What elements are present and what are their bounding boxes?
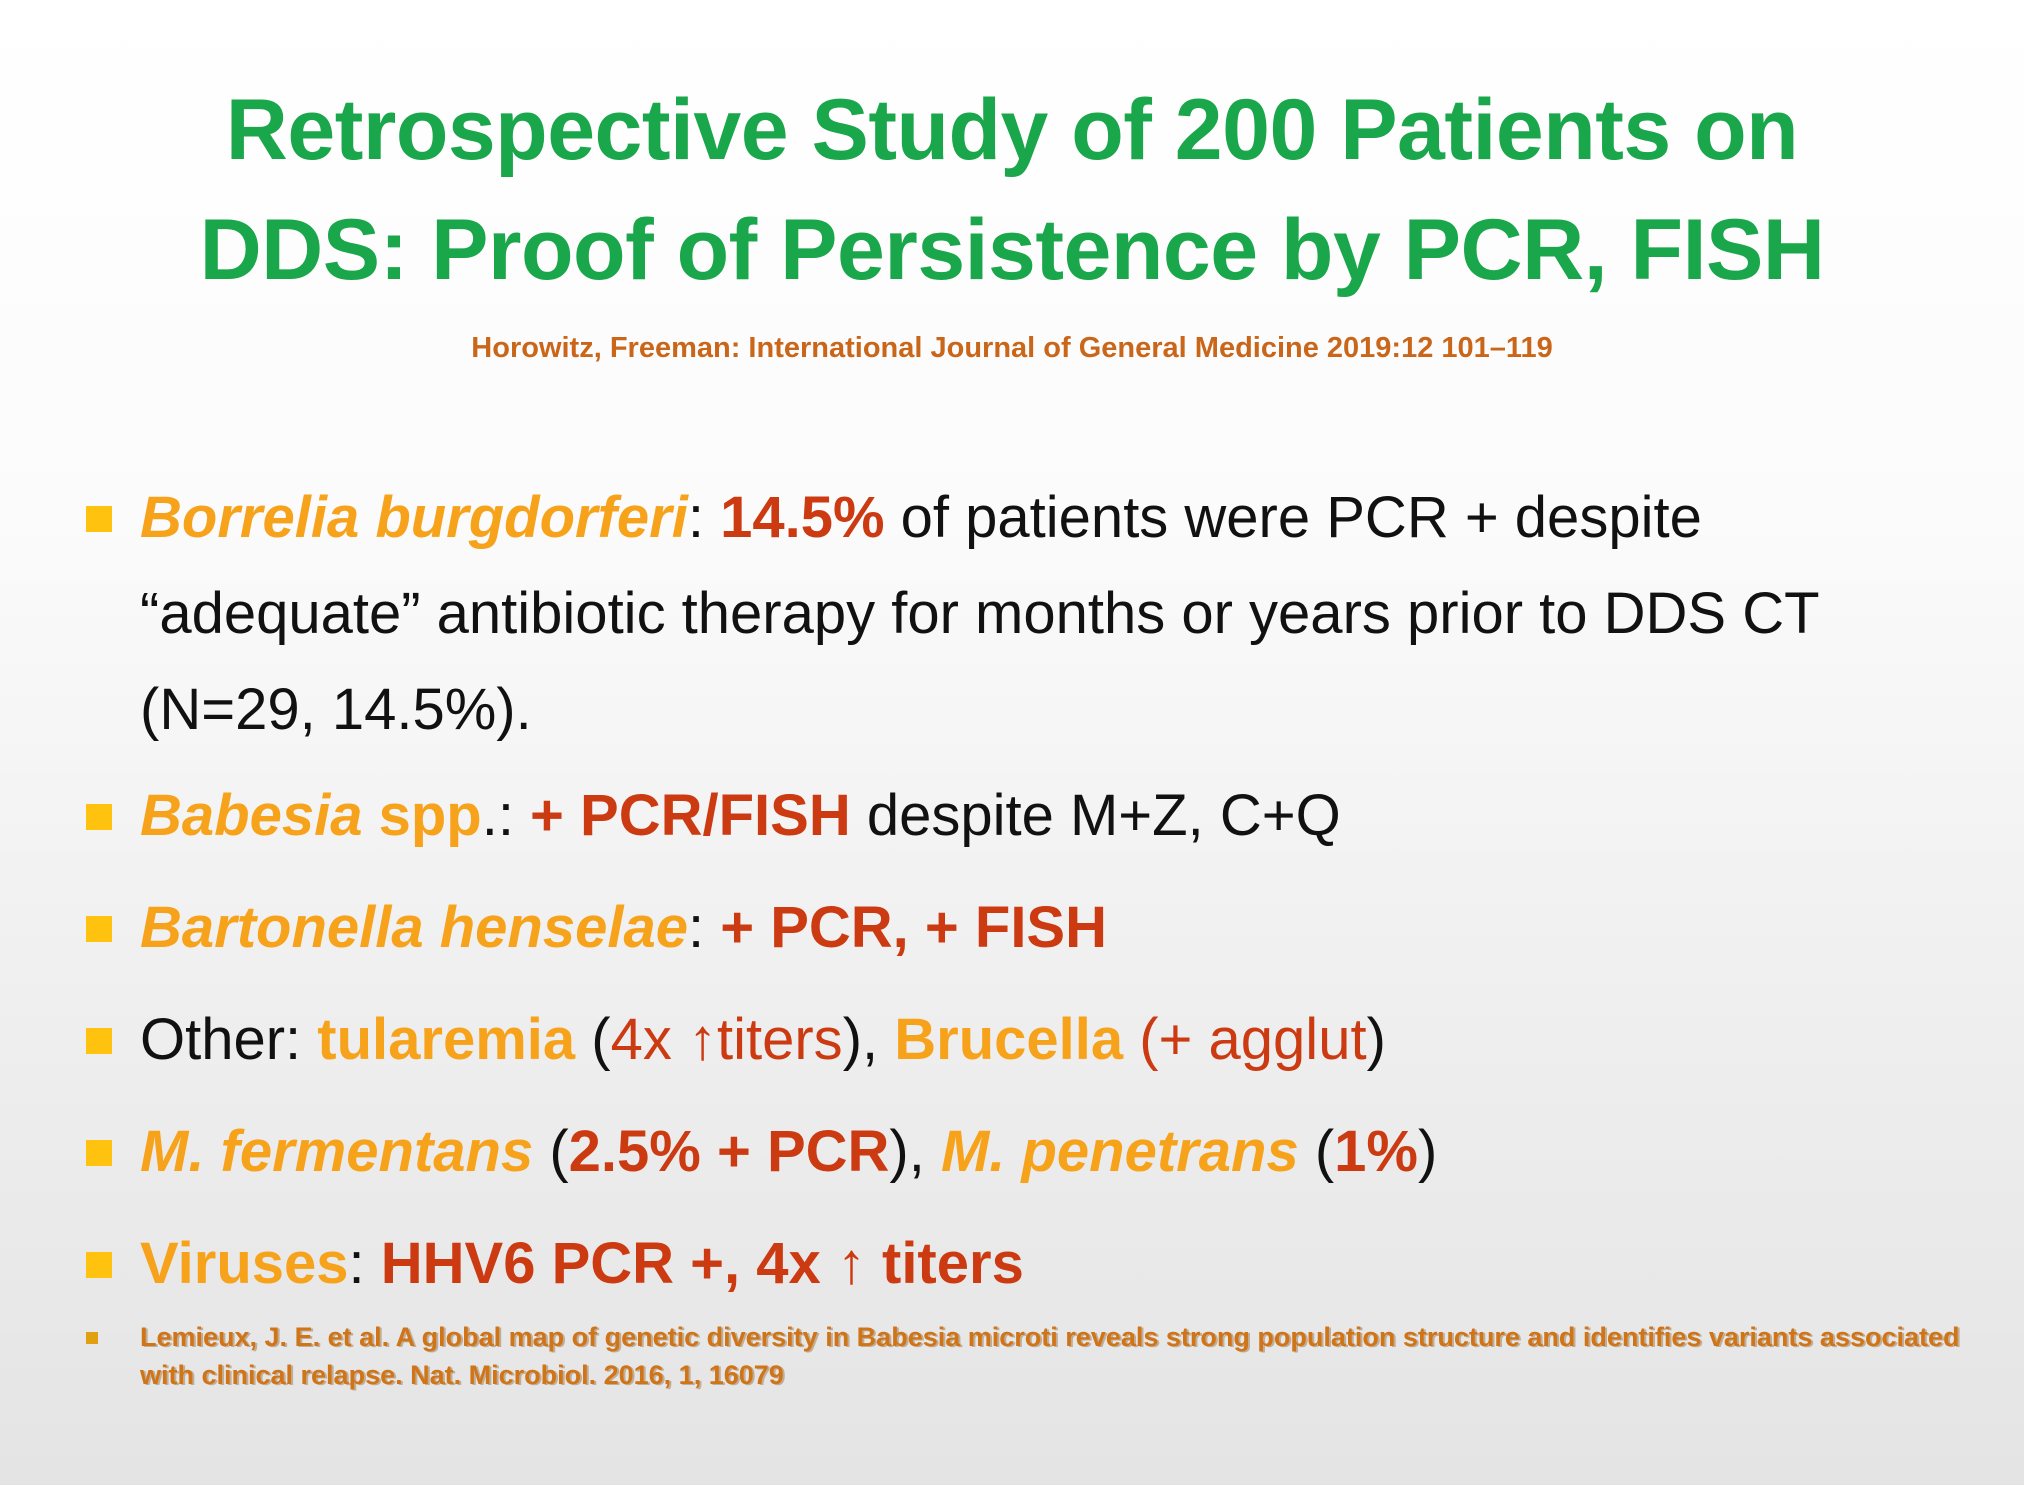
bullet-babesia: Babesia spp.: + PCR/FISH despite M+Z, C+… [86, 768, 1966, 864]
organism-name: Bartonella henselae [140, 895, 688, 960]
test-result: + PCR/FISH [530, 783, 851, 848]
percent-value: 14.5% [720, 485, 885, 550]
bullet-text: despite M+Z, C+Q [850, 783, 1341, 848]
other-label: Other: [140, 1007, 318, 1072]
slide-title: Retrospective Study of 200 Patients on D… [60, 70, 1964, 310]
test-result: + PCR, + FISH [720, 895, 1108, 960]
bullet-text: of patients were PCR + despite “adequate… [140, 485, 1819, 742]
penetrans-result: 1% [1334, 1119, 1418, 1184]
paren-open-2: ( [1298, 1119, 1335, 1184]
bullet-bartonella: Bartonella henselae: + PCR, + FISH [86, 880, 1966, 976]
paren-open: ( [575, 1007, 611, 1072]
bullet-borrelia: Borrelia burgdorferi: 14.5% of patients … [86, 470, 1966, 758]
reference-text: Lemieux, J. E. et al. A global map of ge… [140, 1322, 1960, 1390]
reference-note: Lemieux, J. E. et al. A global map of ge… [86, 1318, 1980, 1394]
viruses-label: Viruses [140, 1231, 349, 1296]
square-bullet-icon [86, 916, 112, 942]
organism-name: Babesia [140, 783, 363, 848]
bullet-mycoplasma: M. fermentans (2.5% + PCR), M. penetrans… [86, 1104, 1966, 1200]
bullet-viruses: Viruses: HHV6 PCR +, 4x ↑ titers [86, 1216, 1966, 1312]
virus-result: HHV6 PCR +, 4x ↑ titers [380, 1231, 1024, 1296]
paren-end: ) [1366, 1007, 1386, 1072]
fermentans-result: 2.5% + PCR [568, 1119, 890, 1184]
agglut: (+ agglut [1123, 1007, 1367, 1072]
square-bullet-icon [86, 1028, 112, 1054]
title-line-1: Retrospective Study of 200 Patients on [225, 82, 1799, 178]
paren-open: ( [533, 1119, 569, 1184]
titers: 4x ↑titers [610, 1007, 843, 1072]
tularemia: tularemia [317, 1007, 576, 1072]
m-penetrans: M. penetrans [940, 1119, 1299, 1184]
colon: : [687, 485, 721, 550]
m-fermentans: M. fermentans [140, 1119, 534, 1184]
organism-spp: spp [362, 783, 482, 848]
paren-close: ), [842, 1007, 895, 1072]
square-bullet-icon [86, 1252, 112, 1278]
title-line-2: DDS: Proof of Persistence by PCR, FISH [199, 202, 1825, 298]
square-bullet-icon [86, 1332, 98, 1344]
organism-name: Borrelia burgdorferi [140, 485, 688, 550]
paren-close: ), [889, 1119, 941, 1184]
square-bullet-icon [86, 506, 112, 532]
colon: : [348, 1231, 381, 1296]
paren-end: ) [1417, 1119, 1438, 1184]
bullet-other: Other: tularemia (4x ↑titers), Brucella … [86, 992, 1966, 1088]
colon: : [688, 895, 721, 960]
colon: .: [481, 783, 531, 848]
square-bullet-icon [86, 1140, 112, 1166]
brucella: Brucella [894, 1007, 1124, 1072]
square-bullet-icon [86, 804, 112, 830]
citation: Horowitz, Freeman: International Journal… [471, 332, 1553, 364]
bullet-list: Borrelia burgdorferi: 14.5% of patients … [86, 470, 1966, 1328]
